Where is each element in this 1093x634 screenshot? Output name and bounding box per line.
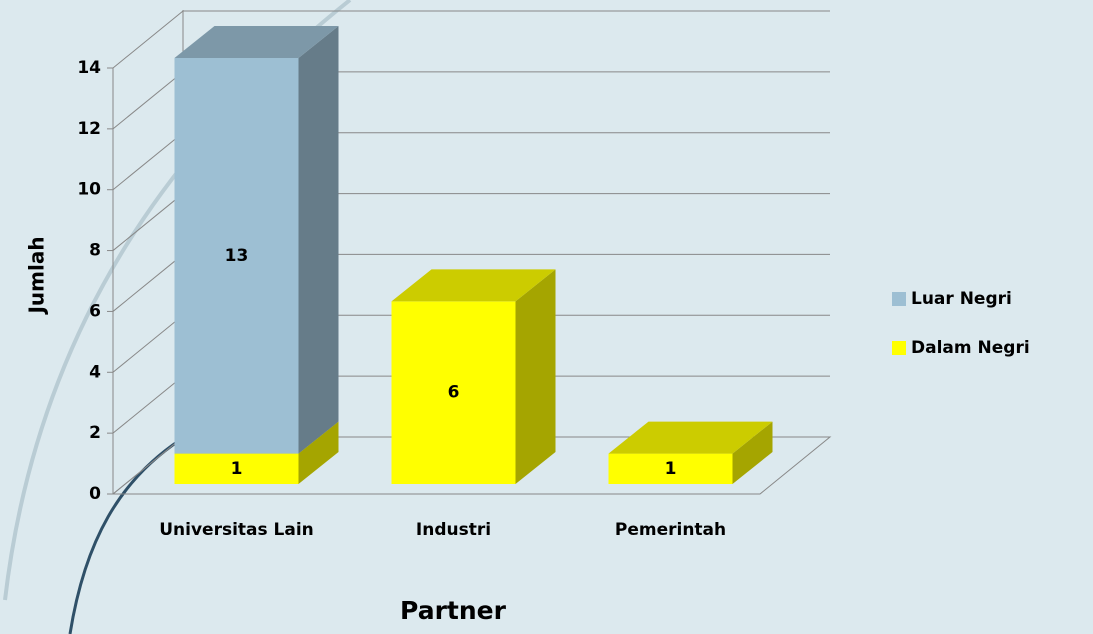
legend-swatch [892,292,906,306]
y-axis-title: Jumlah [25,236,49,315]
grid-line [112,254,184,312]
grid-line [112,193,184,251]
bar [174,58,299,454]
x-tick-label: Pemerintah [614,520,727,540]
bar-top [174,26,339,58]
data-label: 6 [448,383,460,403]
bar [391,301,516,484]
x-tick-label: Universitas Lain [159,520,314,540]
decor-curve [68,438,181,634]
data-label: 1 [665,459,677,479]
y-tick-label: 4 [89,362,101,382]
grid-line [112,314,184,373]
bar-side [515,269,556,484]
y-tick-label: 12 [77,119,101,139]
bar-side [732,421,773,484]
grid-line [112,132,184,191]
bar-top [608,421,773,454]
y-tick-label: 2 [89,423,101,443]
grid-line [112,436,184,495]
bar [608,453,733,484]
bar-side [298,26,339,454]
grid-line [112,10,184,69]
bar-top [391,269,556,302]
data-label: 13 [225,246,249,266]
legend-label: Luar Negri [911,289,1012,309]
grid-line [112,71,184,130]
y-tick-label: 10 [77,180,101,200]
y-tick-label: 0 [89,484,101,504]
legend-label: Dalam Negri [911,338,1030,358]
x-tick-label: Industri [415,520,492,540]
grid-line [112,375,184,434]
y-tick-label: 14 [77,58,101,78]
legend-swatch [892,341,906,355]
bar-side [298,421,339,484]
data-label: 1 [231,459,243,479]
y-tick-label: 6 [89,301,101,321]
y-tick-label: 8 [89,241,101,261]
bar [174,453,299,484]
x-axis-title: Partner [400,596,507,625]
